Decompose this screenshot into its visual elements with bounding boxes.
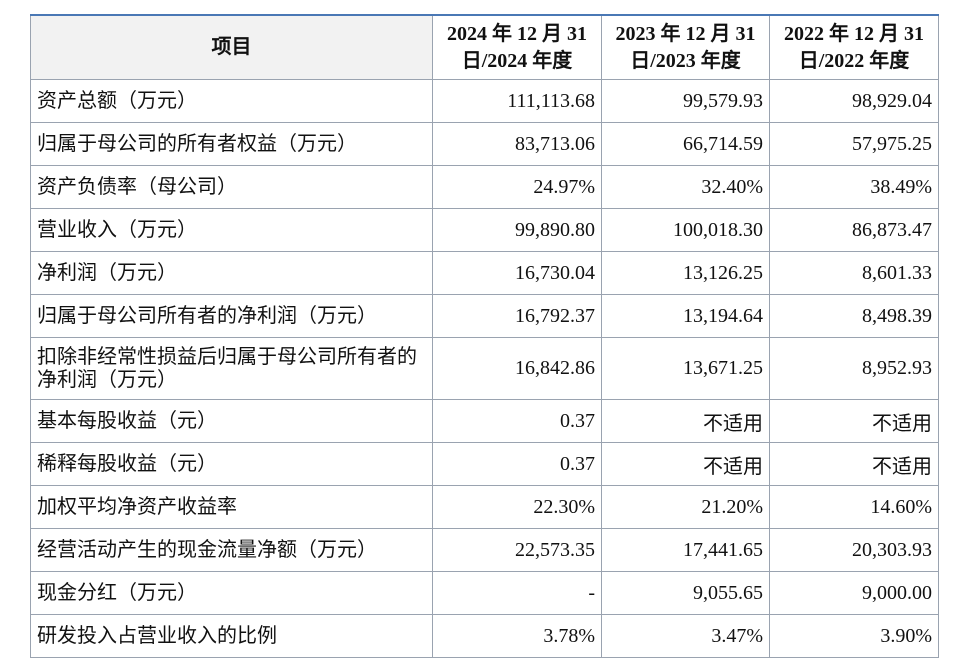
data-row: 研发投入占营业收入的比例 3.78% 3.47% 3.90%: [30, 614, 939, 658]
data-row: 归属于母公司所有者的净利润（万元） 16,792.37 13,194.64 8,498…: [30, 294, 939, 338]
value-cell: 16,792.37: [432, 294, 602, 338]
data-row: 加权平均净资产收益率 22.30% 21.20% 14.60%: [30, 485, 939, 529]
header-text: 日/2023 年度: [630, 49, 741, 72]
row-label: 经营活动产生的现金流量净额（万元）: [30, 528, 433, 572]
row-label: 扣除非经常性损益后归属于母公司所有者的净利润（万元）: [30, 337, 433, 400]
value-cell: 83,713.06: [432, 122, 602, 166]
value-cell: -: [432, 571, 602, 615]
value-cell: 98,929.04: [769, 79, 939, 123]
data-row: 现金分红（万元） -9,055.65 9,000.00: [30, 571, 939, 615]
value-cell: 0.37: [432, 399, 602, 443]
header-text: 2024 年 12 月 31: [447, 22, 587, 45]
value-cell: 24.97%: [432, 165, 602, 209]
header-cell: 2024 年 12 月 31 日/2024 年度: [432, 14, 602, 80]
data-row: 营业收入（万元） 99,890.80 100,018.30 86,873.47: [30, 208, 939, 252]
header-text: 2022 年 12 月 31: [784, 22, 924, 45]
financial-table: 项目 2024 年 12 月 31 日/2024 年度 2023 年 12 月 31 日…: [30, 14, 939, 658]
data-row: 归属于母公司的所有者权益（万元） 83,713.06 66,714.59 57,975…: [30, 122, 939, 166]
row-label: 归属于母公司所有者的净利润（万元）: [30, 294, 433, 338]
value-cell: 20,303.93: [769, 528, 939, 572]
value-cell: 8,498.39: [769, 294, 939, 338]
header-text: 日/2024 年度: [461, 49, 573, 72]
data-row: 稀释每股收益（元） 0.37 不适用 不适用: [30, 442, 939, 486]
value-cell: 不适用: [601, 399, 770, 443]
value-cell: 不适用: [769, 399, 939, 443]
header-cell: 2023 年 12 月 31 日/2023 年度: [601, 14, 770, 80]
header-text: 2023 年 12 月 31: [615, 22, 756, 45]
value-cell: 86,873.47: [769, 208, 939, 252]
value-cell: 111,113.68: [432, 79, 602, 123]
row-label: 稀释每股收益（元）: [30, 442, 433, 486]
value-cell: 32.40%: [601, 165, 770, 209]
data-row: 基本每股收益（元） 0.37 不适用 不适用: [30, 399, 939, 443]
value-cell: 13,126.25: [601, 251, 770, 295]
value-cell: 3.78%: [432, 614, 602, 658]
value-cell: 14.60%: [769, 485, 939, 529]
value-cell: 不适用: [769, 442, 939, 486]
value-cell: 38.49%: [769, 165, 939, 209]
row-label: 营业收入（万元）: [30, 208, 433, 252]
data-row: 净利润（万元） 16,730.04 13,126.25 8,601.33: [30, 251, 939, 295]
row-label: 加权平均净资产收益率: [30, 485, 433, 529]
header-text: 项目: [211, 36, 252, 58]
header-row: 项目 2024 年 12 月 31 日/2024 年度 2023 年 12 月 31 日…: [30, 14, 939, 80]
value-cell: 13,194.64: [601, 294, 770, 338]
data-row: 资产负债率（母公司） 24.97% 32.40% 38.49%: [30, 165, 939, 209]
value-cell: 8,601.33: [769, 251, 939, 295]
row-label: 资产总额（万元）: [30, 79, 433, 123]
value-cell: 66,714.59: [601, 122, 770, 166]
value-cell: 17,441.65: [601, 528, 770, 572]
value-cell: 不适用: [601, 442, 770, 486]
value-cell: 100,018.30: [601, 208, 770, 252]
value-cell: 13,671.25: [601, 337, 770, 400]
row-label: 净利润（万元）: [30, 251, 433, 295]
value-cell: 99,579.93: [601, 79, 770, 123]
value-cell: 9,000.00: [769, 571, 939, 615]
value-cell: 16,730.04: [432, 251, 602, 295]
data-row: 资产总额（万元） 111,113.68 99,579.93 98,929.04: [30, 79, 939, 123]
row-label: 归属于母公司的所有者权益（万元）: [30, 122, 433, 166]
value-cell: 3.47%: [601, 614, 770, 658]
value-cell: 0.37: [432, 442, 602, 486]
row-label: 基本每股收益（元）: [30, 399, 433, 443]
value-cell: 9,055.65: [601, 571, 770, 615]
value-cell: 3.90%: [769, 614, 939, 658]
row-label: 资产负债率（母公司）: [30, 165, 433, 209]
data-row: 扣除非经常性损益后归属于母公司所有者的净利润（万元） 16,842.86 13,67…: [30, 337, 939, 400]
value-cell: 57,975.25: [769, 122, 939, 166]
value-cell: 99,890.80: [432, 208, 602, 252]
header-cell: 2022 年 12 月 31 日/2022 年度: [769, 14, 939, 80]
value-cell: 21.20%: [601, 485, 770, 529]
value-cell: 8,952.93: [769, 337, 939, 400]
row-label: 研发投入占营业收入的比例: [30, 614, 433, 658]
row-label: 现金分红（万元）: [30, 571, 433, 615]
data-row: 经营活动产生的现金流量净额（万元） 22,573.35 17,441.65 20,30…: [30, 528, 939, 572]
value-cell: 22,573.35: [432, 528, 602, 572]
value-cell: 16,842.86: [432, 337, 602, 400]
header-cell: 项目: [30, 14, 433, 80]
value-cell: 22.30%: [432, 485, 602, 529]
header-text: 日/2022 年度: [798, 49, 910, 72]
